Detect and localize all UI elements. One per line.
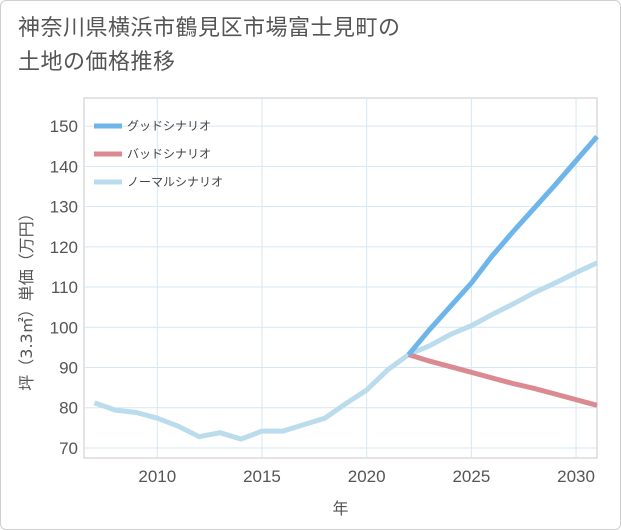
legend-label-good: グッドシナリオ	[127, 119, 211, 133]
y-axis-label: 坪（3.3㎡）単価（万円）	[17, 205, 36, 390]
y-tick-label: 90	[59, 358, 78, 377]
x-tick-label: 2020	[348, 467, 386, 486]
y-tick-label: 110	[51, 278, 78, 297]
grid-lines	[84, 98, 597, 458]
y-tick-label: 130	[50, 198, 78, 217]
x-tick-label: 2015	[243, 467, 281, 486]
y-tick-label: 70	[59, 439, 78, 458]
series-line-bad	[407, 352, 598, 408]
x-axis-label: 年	[332, 499, 348, 518]
x-tick-label: 2030	[557, 467, 595, 486]
y-tick-label: 120	[50, 238, 78, 257]
axis-ticks: 2010 2015 2020 2025 2030 70 80 90 100 110 120 130 14…	[50, 117, 595, 486]
chart-title: 神奈川県横浜市鶴見区市場富士見町の 土地の価格推移	[18, 12, 578, 80]
y-tick-label: 140	[50, 157, 78, 176]
x-tick-label: 2010	[138, 467, 176, 486]
plot-frame	[83, 97, 598, 459]
chart-title-line-2: 土地の価格推移	[18, 50, 176, 75]
chart-title-line-1: 神奈川県横浜市鶴見区市場富士見町の	[18, 16, 401, 41]
y-tick-label: 150	[50, 117, 78, 136]
legend-label-normal: ノーマルシナリオ	[127, 175, 223, 189]
y-tick-label: 80	[59, 399, 78, 418]
series-layer	[93, 134, 599, 442]
legend-label-bad: バッドシナリオ	[127, 147, 211, 161]
series-line-good	[406, 134, 599, 357]
plot-area	[83, 97, 598, 459]
x-tick-label: 2025	[452, 467, 490, 486]
y-tick-label: 100	[50, 318, 78, 337]
series-line-normal	[93, 260, 599, 442]
